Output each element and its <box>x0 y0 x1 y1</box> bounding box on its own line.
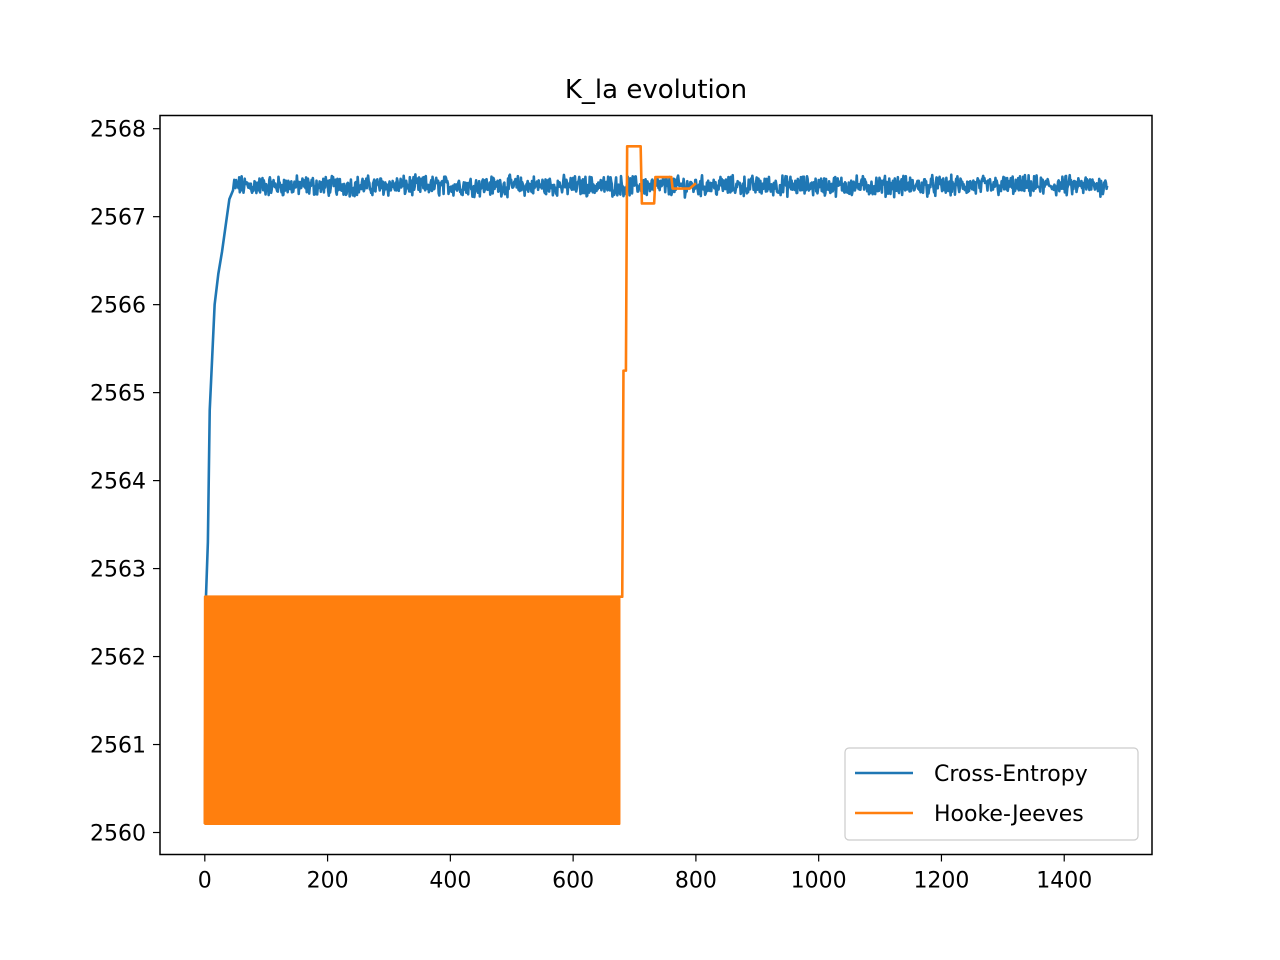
x-tick-label: 1400 <box>1036 869 1092 894</box>
y-tick-label: 2563 <box>90 558 146 583</box>
y-tick-label: 2564 <box>90 470 146 495</box>
y-tick-label: 2565 <box>90 382 146 407</box>
legend-label: Hooke-Jeeves <box>934 802 1084 827</box>
x-tick-label: 400 <box>429 869 471 894</box>
x-tick-label: 600 <box>552 869 594 894</box>
x-axis: 0 200 400 600 800 1000 1200 1400 <box>198 854 1092 894</box>
y-tick-label: 2561 <box>90 734 146 759</box>
x-tick-label: 1200 <box>913 869 969 894</box>
y-tick-label: 2560 <box>90 822 146 847</box>
legend-label: Cross-Entropy <box>934 762 1088 787</box>
y-tick-label: 2562 <box>90 646 146 671</box>
axes-frame <box>159 114 1153 856</box>
x-tick-label: 1000 <box>791 869 847 894</box>
y-tick-label: 2567 <box>90 206 146 231</box>
x-tick-label: 800 <box>675 869 717 894</box>
series-line-cross-entropy <box>203 173 1109 824</box>
y-axis: 2560 2561 2562 2563 2564 2565 2566 2567 2568 <box>90 118 160 847</box>
chart-title: K_la evolution <box>565 75 747 105</box>
x-tick-label: 0 <box>198 869 212 894</box>
x-tick-label: 200 <box>307 869 349 894</box>
legend: Cross-Entropy Hooke-Jeeves <box>844 747 1139 841</box>
y-tick-label: 2568 <box>90 118 146 143</box>
series-line-hooke-jeeves <box>203 144 697 826</box>
y-tick-label: 2566 <box>90 294 146 319</box>
plot-area <box>203 144 1109 826</box>
legend-box <box>844 747 1139 841</box>
